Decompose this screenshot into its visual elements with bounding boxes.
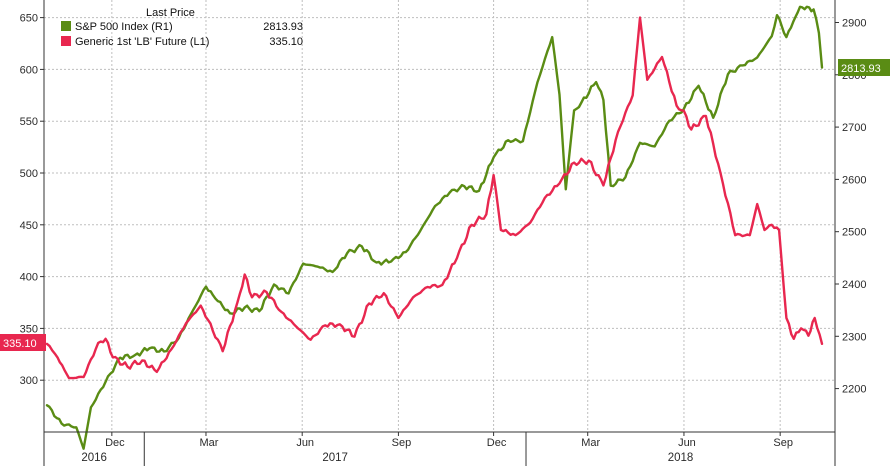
x-tick-label: Mar — [581, 437, 600, 449]
last-value-badge-lumber: 335.10 — [0, 334, 46, 351]
left-tick-label: 550 — [20, 116, 38, 128]
svg-text:335.10: 335.10 — [3, 338, 37, 350]
left-tick-label: 650 — [20, 13, 38, 25]
right-tick-label: 2500 — [842, 227, 866, 239]
x-year-label: 2018 — [668, 452, 694, 464]
right-tick-label: 2400 — [842, 279, 866, 291]
x-tick-label: Dec — [105, 437, 125, 449]
legend: Last Price S&P 500 Index (R1) 2813.93 Ge… — [61, 7, 303, 48]
series-layer — [45, 5, 824, 450]
legend-title: Last Price — [146, 7, 195, 19]
x-tick-label: Jun — [296, 437, 314, 449]
left-tick-label: 300 — [20, 375, 38, 387]
right-tick-label: 2700 — [842, 122, 866, 134]
x-tick-label: Dec — [487, 437, 507, 449]
series-line-lumber — [45, 16, 824, 380]
right-tick-label: 2200 — [842, 384, 866, 396]
left-tick-label: 450 — [20, 220, 38, 232]
x-tick-label: Sep — [392, 437, 412, 449]
x-tick-label: Jun — [678, 437, 696, 449]
right-tick-label: 2900 — [842, 17, 866, 29]
axes: 300 350 400 450 500 550 600 650 2200 2300 2400 2500… — [20, 0, 866, 466]
left-tick-label: 350 — [20, 323, 38, 335]
legend-value-sp500: 2813.93 — [263, 21, 303, 33]
x-year-label: 2016 — [81, 452, 107, 464]
right-tick-label: 2300 — [842, 331, 866, 343]
left-tick-label: 400 — [20, 272, 38, 284]
x-tick-label: Mar — [199, 437, 218, 449]
left-tick-label: 600 — [20, 64, 38, 76]
legend-label-lumber: Generic 1st 'LB' Future (L1) — [75, 36, 209, 48]
last-value-badge-sp500: 2813.93 — [838, 59, 890, 76]
x-year-label: 2017 — [322, 452, 348, 464]
legend-swatch-sp500 — [61, 21, 71, 31]
right-tick-label: 2600 — [842, 174, 866, 186]
grid-lines — [44, 0, 835, 432]
legend-swatch-lumber — [61, 36, 71, 46]
x-tick-label: Sep — [773, 437, 793, 449]
legend-value-lumber: 335.10 — [269, 36, 303, 48]
svg-text:2813.93: 2813.93 — [841, 63, 881, 75]
left-tick-label: 500 — [20, 168, 38, 180]
legend-label-sp500: S&P 500 Index (R1) — [75, 21, 173, 33]
